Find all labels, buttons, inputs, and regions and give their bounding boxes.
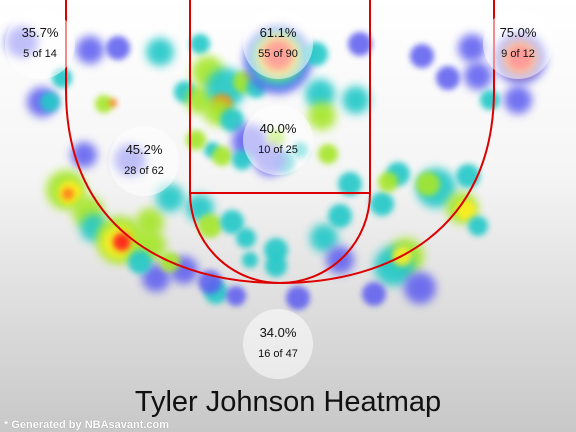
heat-blob <box>156 184 184 212</box>
court-lines <box>65 0 495 285</box>
heat-blob <box>318 144 338 164</box>
zone-bubble <box>109 126 179 196</box>
zone-right-corner-three: 75.0% 9 of 12 <box>483 9 553 79</box>
heat-blob <box>226 286 246 306</box>
zone-made-attempts: 5 of 14 <box>23 48 57 60</box>
zone-bubble <box>5 9 75 79</box>
heat-blob <box>480 90 500 110</box>
heat-blob <box>456 200 476 220</box>
zone-bubble <box>243 309 313 379</box>
heat-blob <box>378 172 398 192</box>
zone-percentage: 35.7% <box>22 25 59 40</box>
zone-percentage: 61.1% <box>260 25 297 40</box>
heat-blob <box>113 233 131 251</box>
zone-bubble <box>483 9 553 79</box>
heat-blob <box>468 216 488 236</box>
heat-blob <box>458 34 486 62</box>
heat-blob <box>348 32 372 56</box>
zone-made-attempts: 28 of 62 <box>124 165 164 177</box>
zone-bubble <box>243 105 313 175</box>
heat-blob <box>310 224 338 252</box>
zone-paint-non-ra: 40.0% 10 of 25 <box>243 105 313 175</box>
heat-blob <box>328 204 352 228</box>
heat-blob <box>342 86 370 114</box>
heat-blob <box>76 36 104 64</box>
heat-blob <box>190 34 210 54</box>
heat-blob <box>456 164 480 188</box>
heat-blob <box>308 102 336 130</box>
heat-blob <box>106 36 130 60</box>
heat-blob <box>464 62 492 90</box>
zone-made-attempts: 9 of 12 <box>501 48 535 60</box>
heat-blob <box>410 44 434 68</box>
heat-blob <box>198 214 222 238</box>
zone-made-attempts: 16 of 47 <box>258 348 298 360</box>
footer-credit: * Generated by NBAsavant.com <box>4 419 170 431</box>
heat-blob <box>264 238 288 262</box>
heat-blob <box>436 66 460 90</box>
heat-blob <box>128 250 152 274</box>
zone-made-attempts: 55 of 90 <box>258 48 298 60</box>
heat-blob <box>404 272 436 304</box>
court-three-point-arc <box>65 0 495 285</box>
heat-blob <box>136 208 164 236</box>
zone-labels-layer: 35.7% 5 of 14 61.1% 55 of 90 75.0% 9 of 12 40.… <box>5 9 553 379</box>
zone-restricted-area: 61.1% 55 of 90 <box>243 9 313 79</box>
zone-percentage: 34.0% <box>260 325 297 340</box>
heat-blob <box>265 255 287 277</box>
heat-blob <box>416 172 440 196</box>
heat-blob <box>212 146 232 166</box>
heat-blob <box>142 264 170 292</box>
zone-above-break-three: 34.0% 16 of 47 <box>243 309 313 379</box>
heat-blob <box>242 252 258 268</box>
heat-blob <box>286 286 310 310</box>
heat-blob <box>338 172 362 196</box>
heat-blob <box>109 99 117 107</box>
heat-blob <box>146 38 174 66</box>
heat-blob <box>370 192 394 216</box>
zone-percentage: 75.0% <box>500 25 537 40</box>
zone-made-attempts: 10 of 25 <box>258 144 298 156</box>
heat-blob <box>220 108 244 132</box>
zone-mid-range: 45.2% 28 of 62 <box>109 126 179 196</box>
heat-blob <box>95 95 113 113</box>
zone-percentage: 40.0% <box>260 121 297 136</box>
heat-blob <box>305 79 335 109</box>
heat-blob <box>40 92 60 112</box>
heat-blob <box>236 228 256 248</box>
heat-blob <box>220 210 244 234</box>
zone-percentage: 45.2% <box>126 142 163 157</box>
zone-bubble <box>243 9 313 79</box>
heat-blob <box>504 86 532 114</box>
heat-blob <box>62 188 74 200</box>
zone-left-corner-three: 35.7% 5 of 14 <box>5 9 75 79</box>
heat-blob <box>362 282 386 306</box>
